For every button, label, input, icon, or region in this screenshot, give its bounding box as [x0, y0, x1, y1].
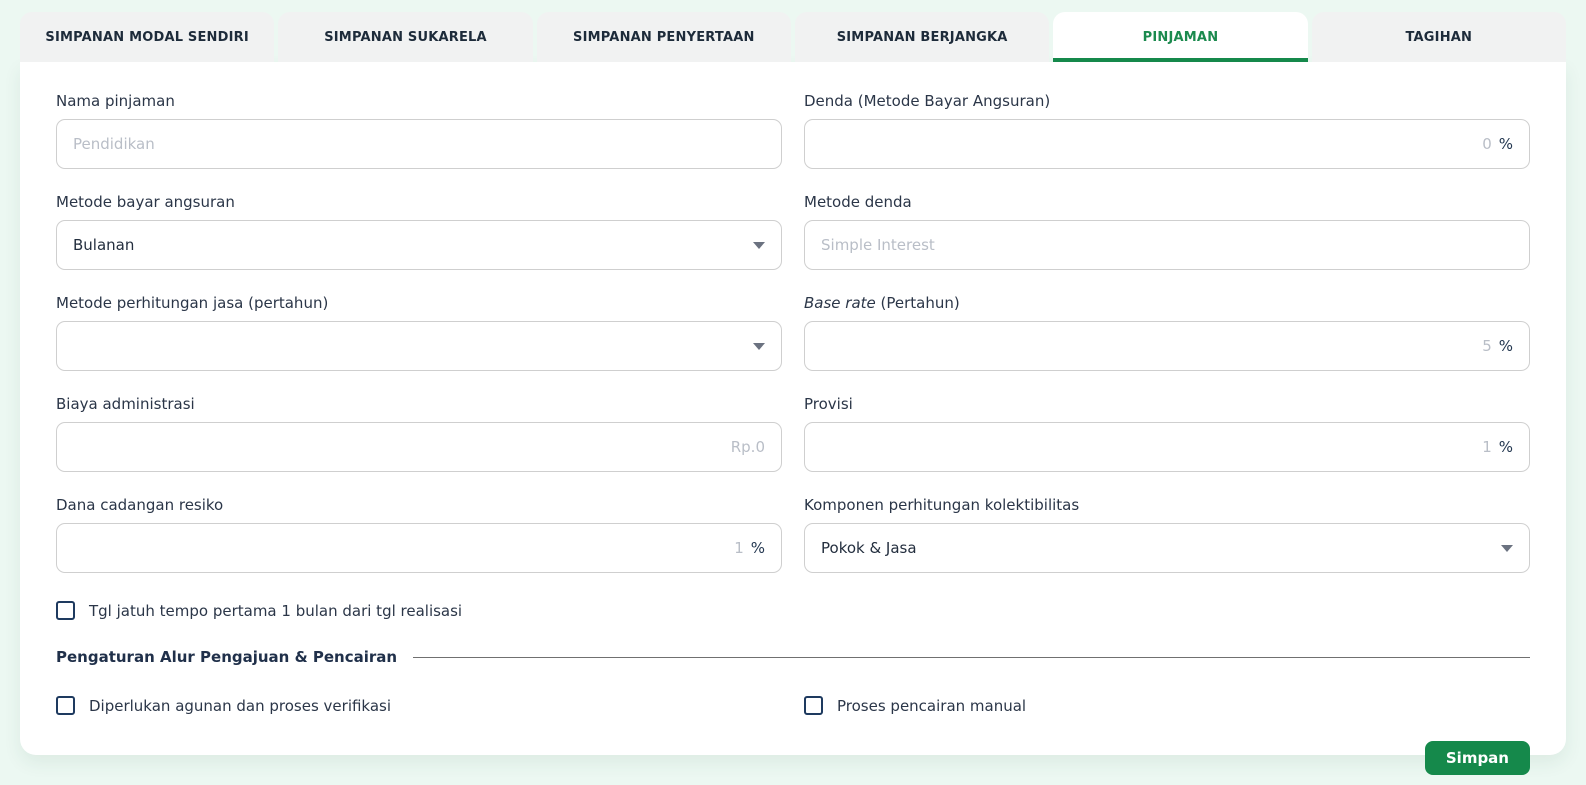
denda-percent-suffix: %	[1498, 135, 1513, 153]
field-metode-perhitungan-jasa: Metode perhitungan jasa (pertahun)	[56, 294, 782, 371]
metode-bayar-angsuran-label: Metode bayar angsuran	[56, 193, 235, 211]
provisi-input-box: %	[804, 422, 1530, 472]
tab-label: TAGIHAN	[1405, 29, 1473, 45]
field-komponen-kolektibilitas: Komponen perhitungan kolektibilitas Poko…	[804, 496, 1530, 573]
save-button[interactable]: Simpan	[1424, 741, 1530, 775]
base-rate-label-italic: Base rate	[804, 294, 876, 312]
form-grid: Nama pinjaman Denda (Metode Bayar Angsur…	[56, 92, 1530, 597]
section-title: Pengaturan Alur Pengajuan & Pencairan	[56, 648, 398, 666]
agunan-verifikasi-checkbox[interactable]	[56, 696, 75, 715]
komponen-kolektibilitas-value: Pokok & Jasa	[821, 539, 917, 557]
pencairan-manual-checkbox[interactable]	[804, 696, 823, 715]
actions-row: Simpan	[56, 741, 1530, 775]
denda-input[interactable]	[821, 120, 1492, 168]
bottom-checkbox-grid: Diperlukan agunan dan proses verifikasi …	[56, 692, 1530, 715]
tab-label: SIMPANAN PENYERTAAN	[573, 29, 755, 45]
dana-cadangan-resiko-input[interactable]	[73, 524, 744, 572]
biaya-administrasi-input[interactable]	[73, 423, 765, 471]
tab-tagihan[interactable]: TAGIHAN	[1311, 12, 1566, 62]
metode-perhitungan-jasa-select[interactable]	[56, 321, 782, 371]
tab-label: SIMPANAN SUKARELA	[324, 29, 487, 45]
chevron-down-icon	[1501, 544, 1513, 552]
base-rate-percent-suffix: %	[1498, 337, 1513, 355]
nama-pinjaman-input-box	[56, 119, 782, 169]
denda-label: Denda (Metode Bayar Angsuran)	[804, 92, 1051, 110]
dana-cadangan-percent-suffix: %	[750, 539, 765, 557]
biaya-administrasi-label: Biaya administrasi	[56, 395, 195, 413]
field-biaya-administrasi: Biaya administrasi	[56, 395, 782, 472]
dana-cadangan-resiko-label: Dana cadangan resiko	[56, 496, 224, 514]
chevron-down-icon	[753, 342, 765, 350]
biaya-administrasi-input-box	[56, 422, 782, 472]
metode-denda-label: Metode denda	[804, 193, 912, 211]
provisi-label: Provisi	[804, 395, 853, 413]
base-rate-label-rest: (Pertahun)	[875, 294, 960, 312]
tgl-jatuh-tempo-label: Tgl jatuh tempo pertama 1 bulan dari tgl…	[89, 601, 463, 620]
tab-simpanan-sukarela[interactable]: SIMPANAN SUKARELA	[278, 12, 533, 62]
section-pengaturan-alur: Pengaturan Alur Pengajuan & Pencairan	[56, 648, 1530, 666]
field-provisi: Provisi %	[804, 395, 1530, 472]
agunan-verifikasi-label: Diperlukan agunan dan proses verifikasi	[89, 696, 392, 715]
tab-simpanan-modal-sendiri[interactable]: SIMPANAN MODAL SENDIRI	[20, 12, 275, 62]
tab-simpanan-berjangka[interactable]: SIMPANAN BERJANGKA	[794, 12, 1050, 62]
tgl-jatuh-tempo-checkbox[interactable]	[56, 601, 75, 620]
field-denda: Denda (Metode Bayar Angsuran) %	[804, 92, 1530, 169]
chevron-down-icon	[753, 241, 765, 249]
field-nama-pinjaman: Nama pinjaman	[56, 92, 782, 169]
field-base-rate: Base rate (Pertahun) %	[804, 294, 1530, 371]
field-metode-denda: Metode denda	[804, 193, 1530, 270]
base-rate-input-box: %	[804, 321, 1530, 371]
tab-pinjaman[interactable]: PINJAMAN	[1053, 12, 1308, 62]
page: SIMPANAN MODAL SENDIRI SIMPANAN SUKARELA…	[20, 12, 1566, 775]
active-tab-underline	[1053, 58, 1308, 62]
nama-pinjaman-input[interactable]	[73, 120, 765, 168]
pencairan-manual-label: Proses pencairan manual	[837, 696, 1027, 715]
form-card: Nama pinjaman Denda (Metode Bayar Angsur…	[20, 62, 1566, 775]
komponen-kolektibilitas-select[interactable]: Pokok & Jasa	[804, 523, 1530, 573]
tab-label: SIMPANAN BERJANGKA	[836, 29, 1008, 45]
denda-input-box: %	[804, 119, 1530, 169]
tab-label: SIMPANAN MODAL SENDIRI	[45, 29, 249, 45]
provisi-input[interactable]	[821, 423, 1492, 471]
provisi-percent-suffix: %	[1498, 438, 1513, 456]
metode-denda-input[interactable]	[821, 221, 1513, 269]
metode-bayar-angsuran-select[interactable]: Bulanan	[56, 220, 782, 270]
nama-pinjaman-label: Nama pinjaman	[56, 92, 175, 110]
field-metode-bayar-angsuran: Metode bayar angsuran Bulanan	[56, 193, 782, 270]
metode-bayar-angsuran-value: Bulanan	[73, 236, 135, 254]
tgl-jatuh-tempo-row: Tgl jatuh tempo pertama 1 bulan dari tgl…	[56, 601, 1530, 620]
tab-simpanan-penyertaan[interactable]: SIMPANAN PENYERTAAN	[536, 12, 791, 62]
field-dana-cadangan-resiko: Dana cadangan resiko %	[56, 496, 782, 573]
section-divider-line	[413, 656, 1530, 658]
dana-cadangan-resiko-input-box: %	[56, 523, 782, 573]
tab-label: PINJAMAN	[1142, 29, 1219, 45]
komponen-kolektibilitas-label: Komponen perhitungan kolektibilitas	[804, 496, 1080, 514]
metode-denda-input-box	[804, 220, 1530, 270]
base-rate-label: Base rate (Pertahun)	[804, 294, 1530, 312]
base-rate-input[interactable]	[821, 322, 1492, 370]
tab-bar: SIMPANAN MODAL SENDIRI SIMPANAN SUKARELA…	[20, 12, 1566, 62]
agunan-verifikasi-row: Diperlukan agunan dan proses verifikasi	[56, 696, 782, 715]
metode-perhitungan-jasa-label: Metode perhitungan jasa (pertahun)	[56, 294, 329, 312]
pencairan-manual-row: Proses pencairan manual	[804, 696, 1530, 715]
